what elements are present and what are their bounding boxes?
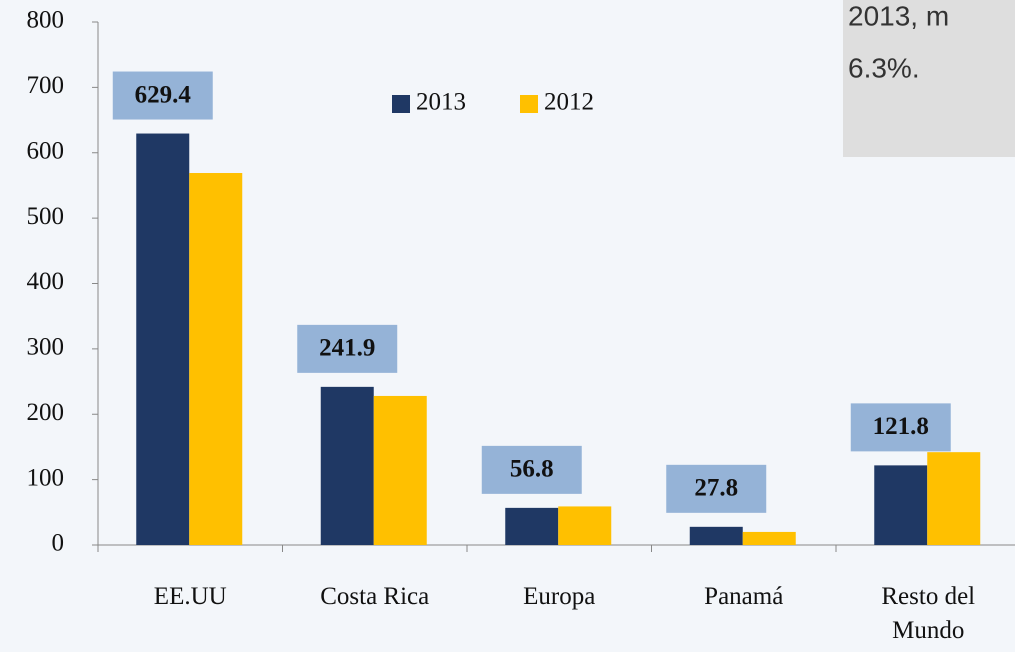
y-tick-label: 800	[27, 7, 65, 34]
bar	[189, 173, 243, 546]
bar	[136, 133, 190, 545]
legend-swatch	[520, 95, 538, 113]
x-tick-label: Costa Rica	[320, 583, 430, 610]
bar	[320, 386, 374, 545]
legend-swatch	[392, 95, 410, 113]
data-label: 56.8	[510, 456, 554, 483]
y-tick-label: 600	[27, 137, 65, 164]
bar	[927, 452, 981, 545]
bar	[373, 395, 427, 545]
data-label-box	[112, 71, 213, 120]
data-label-box	[481, 445, 582, 494]
data-label: 629.4	[135, 81, 192, 108]
data-label-box	[666, 464, 767, 513]
bar	[874, 465, 928, 545]
y-tick-label: 0	[52, 530, 65, 557]
annotation: 2013, m	[848, 0, 949, 31]
bar	[742, 531, 796, 545]
bar	[689, 526, 743, 545]
annotation: 6.3%.	[848, 52, 920, 83]
y-tick-label: 200	[27, 399, 65, 426]
x-tick-label: EE.UU	[153, 583, 227, 610]
x-tick-label: Resto del Mundo	[881, 583, 976, 644]
y-tick-label: 300	[27, 334, 65, 361]
data-label: 121.8	[873, 413, 929, 440]
bar	[558, 506, 612, 545]
legend-label: 2012	[544, 89, 594, 116]
x-tick-label: Europa	[523, 583, 596, 610]
legend-label: 2013	[416, 89, 466, 116]
x-tick-label: Panamá	[704, 583, 784, 610]
data-label: 241.9	[319, 335, 375, 362]
data-label-box	[297, 324, 398, 373]
y-tick-label: 100	[27, 464, 65, 491]
data-label-box	[850, 403, 951, 452]
data-label: 27.8	[694, 475, 738, 502]
y-tick-label: 400	[27, 268, 65, 295]
y-tick-label: 500	[27, 203, 65, 230]
bar	[505, 507, 559, 545]
y-tick-label: 700	[27, 72, 65, 99]
annotation-box	[843, 0, 1015, 157]
